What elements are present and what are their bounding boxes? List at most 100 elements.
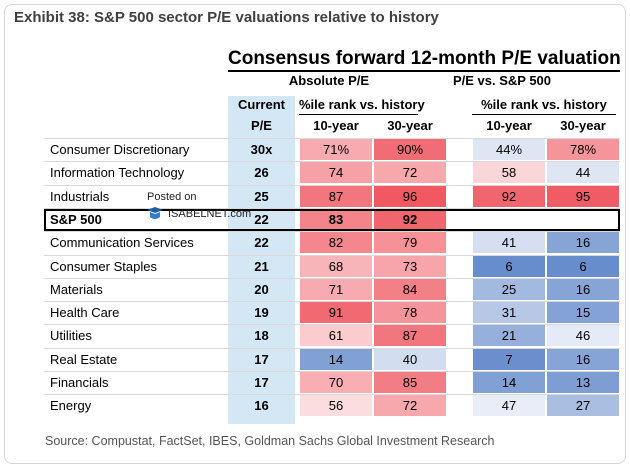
cell-rel10: 14	[473, 372, 545, 393]
cell-abs30: 84	[374, 278, 446, 300]
watermark-site: ISABELNET.com	[168, 208, 252, 220]
header-rel-10y: 10-year	[486, 118, 532, 133]
cell-abs10: 87	[300, 185, 372, 207]
table-row: Industrials 25 87 96 92 95	[44, 185, 620, 208]
header-absolute-pe: Absolute P/E	[288, 73, 370, 88]
cell-rel30: 6	[547, 255, 619, 277]
sp500-highlight-box	[44, 208, 620, 231]
cell-abs10: 56	[300, 395, 372, 417]
cell-rel30: 15	[547, 302, 619, 324]
cell-abs30: 78	[374, 302, 446, 324]
current-pe-value: 22	[254, 235, 269, 251]
sector-name: Health Care	[50, 305, 120, 321]
sector-name: Financials	[50, 375, 109, 390]
table-row: Communication Services 22 82 79 41 16	[44, 231, 620, 254]
cell-abs30: 79	[374, 232, 446, 254]
current-pe-value: 19	[254, 305, 269, 321]
current-pe-value: 30x	[250, 142, 273, 157]
cell-rel30: 95	[547, 185, 619, 207]
table-row: Energy 16 56 72 47 27	[44, 394, 620, 417]
cell-rel10: 21	[473, 325, 545, 347]
row-separator	[44, 184, 620, 186]
cell-abs30: 85	[374, 372, 446, 393]
cell-abs10: 68	[300, 255, 372, 277]
sector-name: S&P 500	[50, 211, 102, 227]
table-row: Real Estate 17 14 40 7 16	[44, 348, 620, 371]
cell-rel10: 31	[473, 302, 545, 324]
cell-rel30: 16	[547, 278, 619, 300]
row-separator	[44, 231, 620, 233]
isabelnet-logo-icon	[147, 207, 163, 219]
table-row: Consumer Discretionary 30x 71% 90% 44% 78%	[44, 138, 620, 161]
cell-rel30: 46	[547, 325, 619, 347]
cell-rel10: 58	[473, 162, 545, 184]
header-rel-percentile: %ile rank vs. history	[472, 96, 616, 115]
cell-abs30: 73	[374, 255, 446, 277]
sector-name: Communication Services	[50, 235, 194, 251]
cell-abs30: 92	[374, 208, 446, 230]
cell-abs10: 83	[300, 208, 372, 230]
cell-rel10: 6	[473, 255, 545, 277]
header-pe: P/E	[251, 118, 272, 133]
current-pe-value: 18	[254, 328, 269, 344]
cell-rel10: 41	[473, 232, 545, 254]
sector-name: Materials	[50, 281, 103, 297]
row-separator	[44, 207, 620, 209]
table-row: Information Technology 26 74 72 58 44	[44, 161, 620, 184]
current-pe-value: 20	[254, 281, 269, 297]
table-row: Consumer Staples 21 68 73 6 6	[44, 255, 620, 278]
cell-abs30: 87	[374, 325, 446, 347]
row-separator	[44, 347, 620, 349]
table-row: Health Care 19 91 78 31 15	[44, 301, 620, 324]
header-abs-10y: 10-year	[313, 118, 359, 133]
sector-name: Information Technology	[50, 165, 185, 181]
cell-rel30: 27	[547, 395, 619, 417]
cell-abs30: 72	[374, 395, 446, 417]
sector-name: Industrials	[50, 188, 110, 204]
cell-abs30: 40	[374, 348, 446, 370]
current-pe-value: 17	[254, 375, 269, 390]
header-rel-30y: 30-year	[560, 118, 606, 133]
cell-abs30: 90%	[374, 139, 446, 160]
sector-name: Consumer Discretionary	[50, 142, 190, 157]
cell-abs10: 71%	[300, 139, 372, 160]
current-pe-value: 22	[254, 211, 269, 227]
sector-name: Utilities	[50, 328, 92, 344]
current-pe-value: 16	[254, 398, 269, 414]
cell-abs10: 70	[300, 372, 372, 393]
cell-abs10: 14	[300, 348, 372, 370]
cell-abs10: 74	[300, 162, 372, 184]
cell-abs10: 61	[300, 325, 372, 347]
exhibit-title: Exhibit 38: S&P 500 sector P/E valuation…	[14, 9, 439, 26]
cell-rel30: 16	[547, 348, 619, 370]
cell-rel30: 13	[547, 372, 619, 393]
row-separator	[44, 324, 620, 326]
cell-abs10: 91	[300, 302, 372, 324]
row-separator	[44, 394, 620, 396]
cell-rel30: 78%	[547, 139, 619, 160]
cell-rel30: 44	[547, 162, 619, 184]
cell-rel10: 44%	[473, 139, 545, 160]
row-separator	[44, 254, 620, 256]
row-separator	[44, 138, 620, 139]
header-relative-pe: P/E vs. S&P 500	[452, 73, 552, 88]
cell-rel10: 47	[473, 395, 545, 417]
cell-rel10: 25	[473, 278, 545, 300]
cell-abs10: 71	[300, 278, 372, 300]
cell-abs30: 96	[374, 185, 446, 207]
cell-abs30: 72	[374, 162, 446, 184]
table-row: Materials 20 71 84 25 16	[44, 278, 620, 301]
current-pe-column-background	[228, 96, 295, 424]
table-title: Consensus forward 12-month P/E valuation	[228, 48, 621, 72]
watermark-posted-on: Posted on	[147, 191, 197, 203]
current-pe-value: 25	[254, 188, 269, 204]
cell-rel10: 92	[473, 185, 545, 207]
table-row: Financials 17 70 85 14 13	[44, 371, 620, 394]
current-pe-value: 17	[254, 351, 269, 367]
cell-abs10: 82	[300, 232, 372, 254]
cell-rel30: 16	[547, 232, 619, 254]
header-abs-percentile: %ile rank vs. history	[299, 96, 425, 115]
cell-rel10: 7	[473, 348, 545, 370]
row-separator	[44, 371, 620, 372]
table-row-sp500: S&P 500 22 83 92	[44, 208, 620, 231]
